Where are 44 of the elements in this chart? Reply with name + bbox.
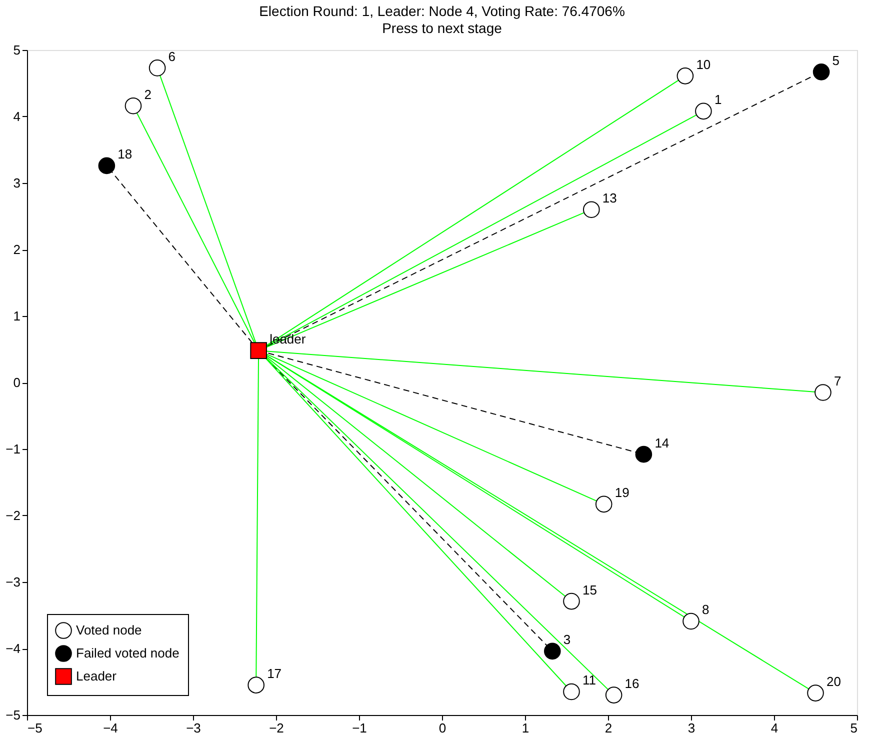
annotation: 20 <box>826 674 841 690</box>
annotation: 16 <box>624 676 640 692</box>
x-tick-label: −1 <box>352 720 367 736</box>
y-tick-label: 5 <box>13 42 20 58</box>
annotation: 19 <box>614 485 630 500</box>
x-tick-label: −2 <box>269 720 284 736</box>
y-tick-label: 1 <box>13 308 20 324</box>
y-tick-label: −4 <box>6 641 20 656</box>
x-tick-label: 3 <box>688 720 696 736</box>
y-tick-label: 3 <box>13 176 20 190</box>
y-tick-label: 0 <box>13 375 20 390</box>
annotation: 17 <box>267 666 282 682</box>
legend-label: Leader <box>76 668 118 684</box>
chart-subtitle: Press to next stage <box>382 20 502 36</box>
annotation: 13 <box>602 190 617 206</box>
x-tick-label: 4 <box>770 720 778 736</box>
annotation: 1 <box>714 92 722 108</box>
y-tick-label: −1 <box>6 442 20 456</box>
annotation: 3 <box>563 632 571 648</box>
y-tick-label: −2 <box>6 508 20 523</box>
chart-title: Election Round: 1, Leader: Node 4, Voting Rate: 76.4706% <box>259 3 625 19</box>
x-tick-label: −4 <box>103 720 118 736</box>
annotation: 7 <box>834 373 842 388</box>
x-tick-label: 2 <box>604 720 612 736</box>
x-tick-label: 0 <box>438 720 446 736</box>
annotation: 11 <box>582 672 596 688</box>
legend-label: Failed voted node <box>76 646 180 660</box>
x-tick-label: 1 <box>522 720 530 736</box>
legend-label: Voted node <box>76 622 142 638</box>
y-tick-label: 4 <box>13 109 20 124</box>
x-tick-label: 5 <box>850 720 858 736</box>
annotation: 2 <box>144 86 152 102</box>
y-tick-label: 2 <box>13 242 20 257</box>
annotation: 6 <box>168 48 176 64</box>
annotation: 15 <box>582 582 597 598</box>
annotation: 14 <box>654 435 670 450</box>
annotation: 8 <box>702 602 710 618</box>
annotation: 5 <box>832 52 840 68</box>
x-tick-label: −3 <box>186 720 201 736</box>
annotation: 10 <box>696 56 711 72</box>
x-tick-label: −5 <box>28 720 42 736</box>
y-tick-label: −5 <box>6 708 20 722</box>
annotation: 18 <box>118 146 132 162</box>
y-tick-label: −3 <box>6 574 20 590</box>
